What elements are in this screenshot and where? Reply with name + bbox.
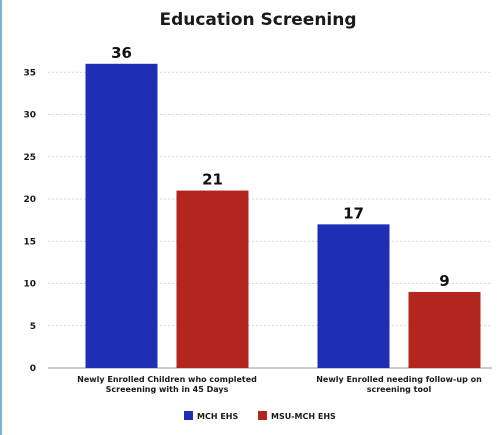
y-tick-label-0: 0	[30, 364, 36, 374]
legend-label-mch-ehs: MCH EHS	[197, 412, 238, 421]
legend-swatch-msu-mch-ehs	[258, 411, 267, 420]
legend: MCH EHS MSU-MCH EHS	[184, 411, 336, 421]
y-tick-label-20: 20	[23, 195, 36, 205]
y-tick-label-35: 35	[23, 68, 36, 78]
data-label-mch-ehs-2: 17	[343, 204, 364, 222]
bar-mch-ehs-2	[317, 224, 390, 368]
legend-label-msu-mch-ehs: MSU-MCH EHS	[271, 412, 336, 421]
bar-layer	[85, 63, 481, 369]
data-label-mch-ehs-1: 36	[111, 44, 132, 62]
y-tick-label-10: 10	[23, 280, 36, 290]
label-layer: 36 21 Newly Enrolled Children who complete…	[77, 44, 482, 394]
category-label-1-line-2: Screeening with in 45 Days	[106, 385, 229, 394]
legend-swatch-mch-ehs	[184, 411, 193, 420]
y-tick-label-15: 15	[23, 237, 36, 247]
bar-mch-ehs-1	[85, 63, 158, 369]
category-label-1-line-1: Newly Enrolled Children who completed	[77, 375, 257, 384]
left-border	[0, 0, 2, 435]
category-label-2-line-2: screening tool	[367, 385, 432, 394]
bar-msu-mch-ehs-1	[176, 190, 249, 368]
y-tick-label-25: 25	[23, 153, 36, 163]
data-label-msu-mch-ehs-1: 21	[202, 171, 223, 189]
category-label-2-line-1: Newly Enrolled needing follow-up on	[316, 375, 482, 384]
data-label-msu-mch-ehs-2: 9	[439, 272, 449, 290]
y-tick-label-5: 5	[30, 322, 36, 332]
bar-msu-mch-ehs-2	[408, 291, 481, 368]
y-tick-label-30: 30	[23, 111, 36, 121]
chart-title: Education Screening	[159, 10, 356, 30]
